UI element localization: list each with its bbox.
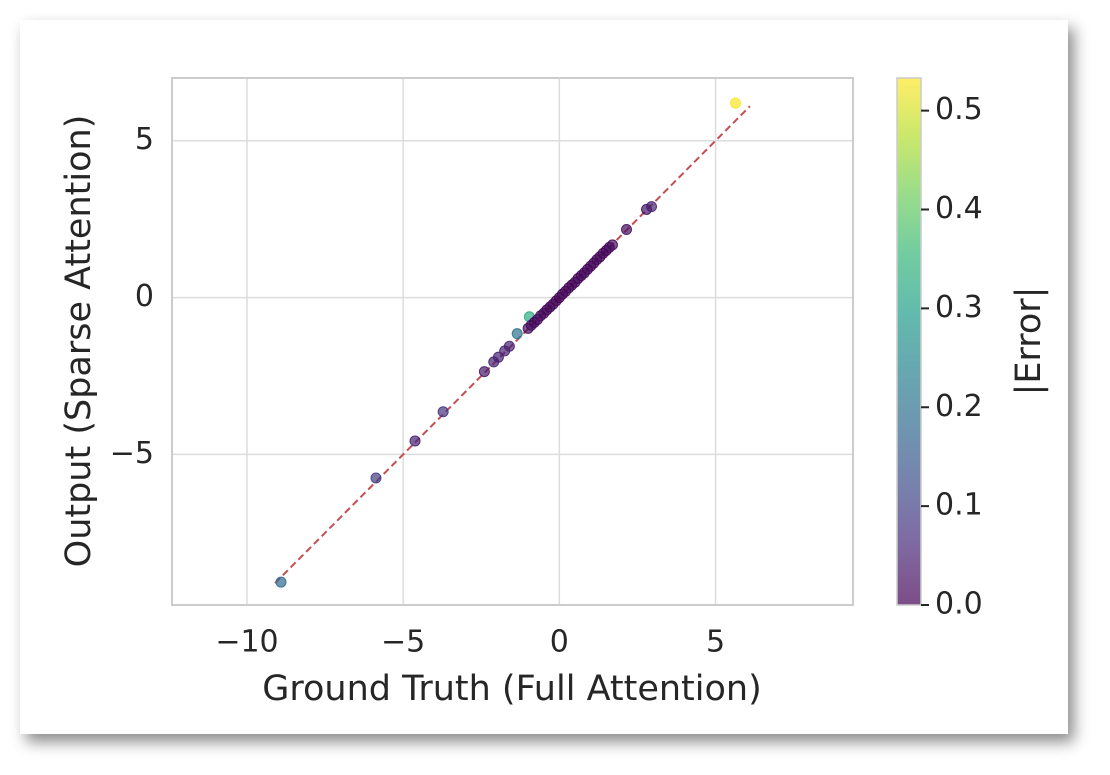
scatter-point [511,328,523,340]
y-tick-label: 5 [135,122,154,157]
x-axis-label: Ground Truth (Full Attention) [262,669,762,709]
colorbar-tick-label: 0.0 [935,587,983,622]
scatter-point [370,472,382,484]
y-tick-label: −5 [110,436,154,471]
colorbar-tick-label: 0.3 [935,290,983,325]
x-tick-label: −10 [215,625,278,660]
scatter-point [730,97,742,109]
scatter-point [503,340,515,352]
colorbar-label: |Error| [1009,287,1049,396]
colorbar-tick-label: 0.5 [935,92,983,127]
scatter-point [606,239,618,251]
scatter-point [646,201,658,213]
colorbar [896,77,922,606]
x-tick-label: 5 [706,625,725,660]
x-tick-label: −5 [381,625,425,660]
y-tick-label: 0 [135,279,154,314]
colorbar-tick-label: 0.1 [935,488,983,523]
y-axis-label: Output (Sparse Attention) [59,115,99,568]
scatter-point [437,406,449,418]
scatter-point [621,224,633,236]
scatter-point [409,435,421,447]
x-tick-label: 0 [550,625,569,660]
scatter-point [275,576,287,588]
figure-card [20,20,1068,734]
colorbar-tick-label: 0.2 [935,389,983,424]
plot-frame [171,77,854,606]
colorbar-tick-label: 0.4 [935,191,983,226]
scatter-point [478,366,490,378]
